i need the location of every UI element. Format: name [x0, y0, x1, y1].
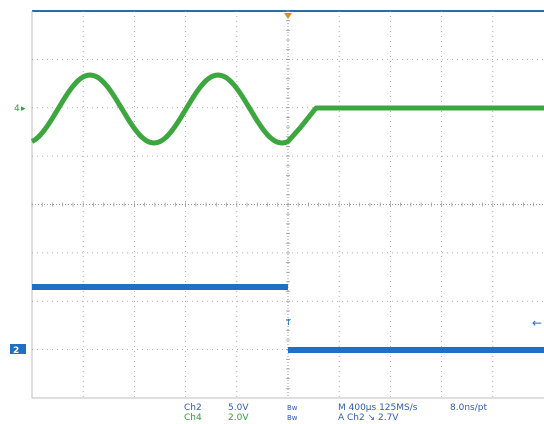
- trigger-level-marker[interactable]: T: [285, 318, 291, 327]
- ch4-waveform-trace: [30, 72, 544, 146]
- ch2-waveform-trace: [32, 284, 544, 353]
- ch4-scale: 2.0V: [228, 413, 249, 423]
- trigger-position-marker[interactable]: [284, 13, 292, 19]
- svg-text:4: 4: [14, 104, 20, 114]
- ch2-bw-limit: Bw: [287, 404, 298, 412]
- svg-text:2: 2: [13, 346, 19, 356]
- trigger-readout: A Ch2 ↘ 2.7V: [338, 413, 399, 423]
- ch2-scale: 5.0V: [228, 403, 249, 413]
- graticule: [31, 10, 544, 399]
- resolution-readout: 8.0ns/pt: [450, 403, 487, 413]
- channel-readout: Ch2 5.0V Bw Ch4 2.0V Bw: [184, 403, 298, 423]
- timebase-readout: M 400µs 125MS/s: [338, 403, 418, 413]
- ch4-bw-limit: Bw: [287, 414, 298, 422]
- acquisition-readout: M 400µs 125MS/s 8.0ns/pt A Ch2 ↘ 2.7V: [338, 403, 487, 423]
- ch2-ground-marker[interactable]: 2: [10, 344, 26, 356]
- ch4-name: Ch4: [184, 413, 202, 423]
- ch4-ground-marker[interactable]: 4 ▸: [14, 104, 26, 114]
- trigger-level-arrow-icon: ←: [532, 316, 542, 330]
- ch2-name: Ch2: [184, 403, 202, 413]
- svg-text:▸: ▸: [21, 104, 26, 114]
